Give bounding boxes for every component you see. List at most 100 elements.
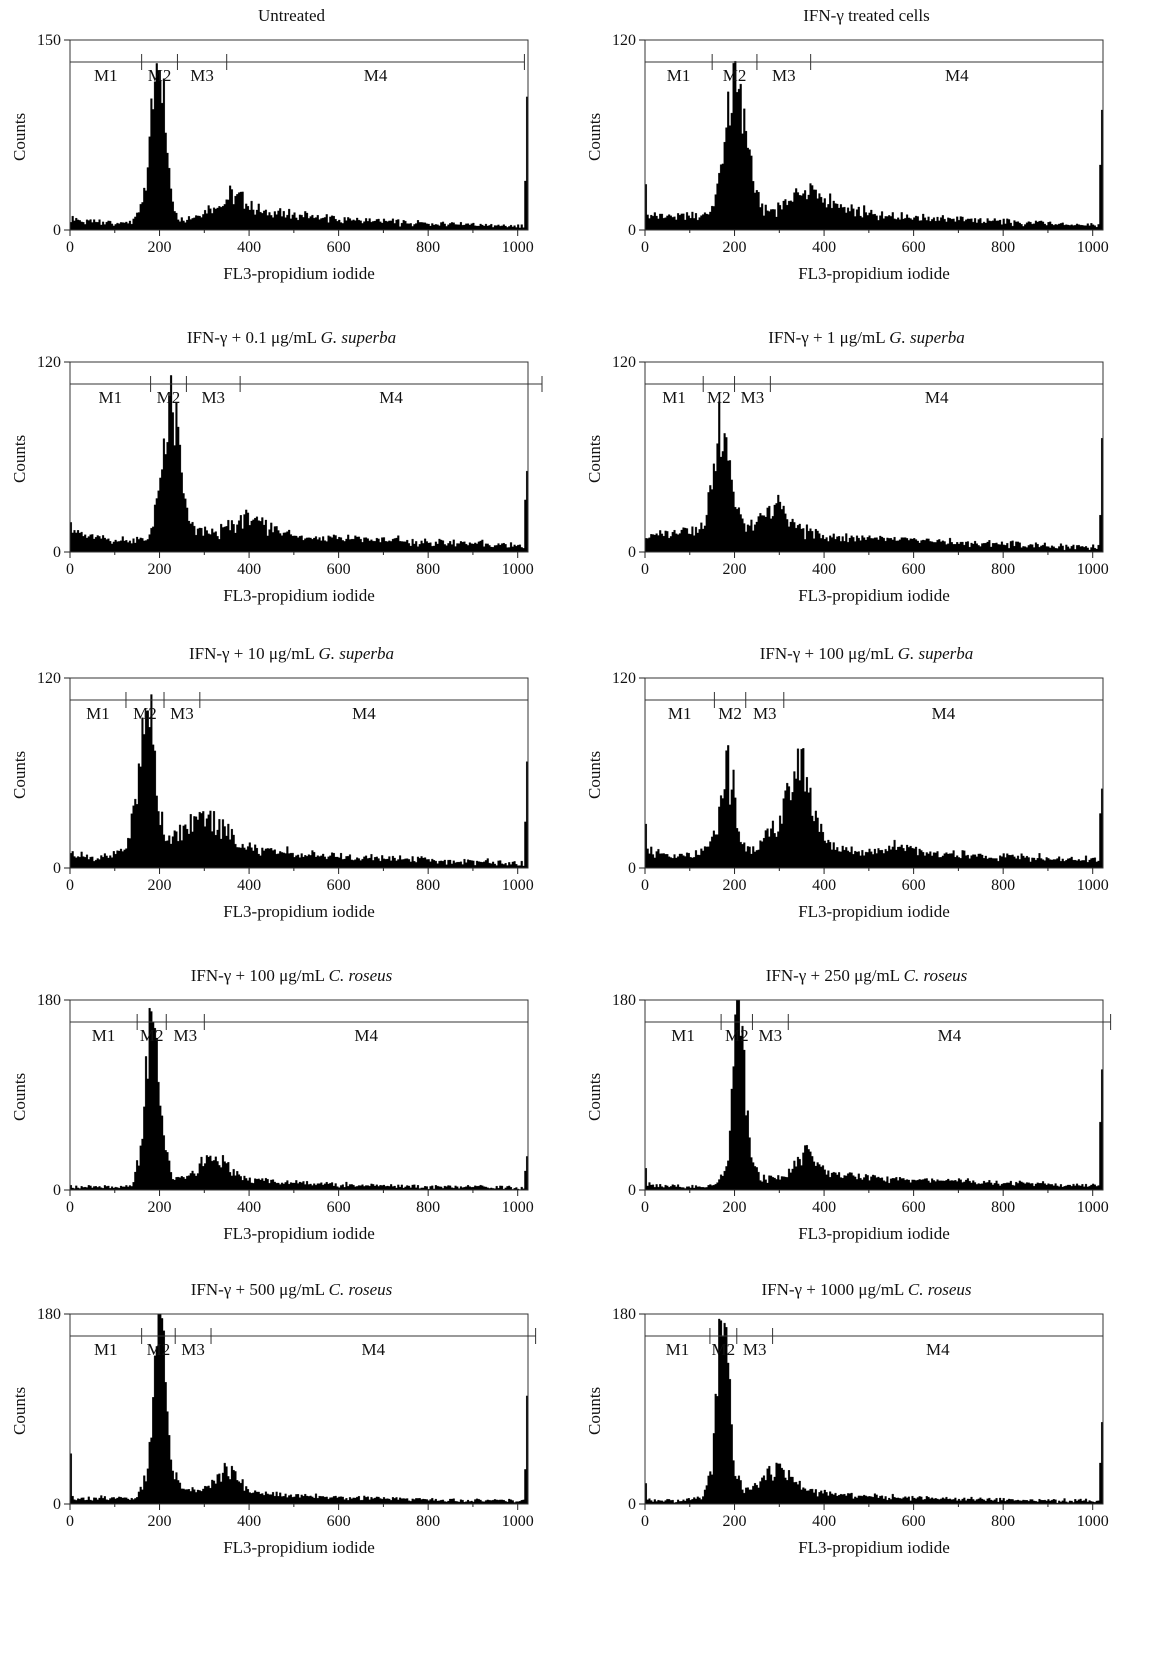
gate-label: M2 <box>725 1026 749 1045</box>
y-tick-label: 0 <box>53 1496 61 1513</box>
x-axis-label: FL3-propidium iodide <box>223 264 375 283</box>
histogram-bars <box>69 63 529 231</box>
x-tick-label: 200 <box>148 1199 172 1216</box>
y-tick-label: 0 <box>628 1182 636 1199</box>
y-tick-label: 120 <box>612 32 636 49</box>
x-tick-label: 200 <box>148 561 172 578</box>
x-tick-label: 200 <box>723 877 747 894</box>
histogram-bars <box>69 1313 529 1505</box>
histogram-bars <box>644 1318 1104 1505</box>
gate-label: M1 <box>94 1340 118 1359</box>
panel-title: IFN-γ + 500 μg/mL C. roseus <box>190 1280 393 1299</box>
x-tick-label: 0 <box>641 561 649 578</box>
histogram-panel: Untreated Counts FL3-propidium iodide 0 200 4… <box>0 0 583 330</box>
gate-label: M4 <box>925 388 949 407</box>
x-tick-label: 400 <box>237 1199 261 1216</box>
y-tick-label: 120 <box>612 670 636 687</box>
x-axis-label: FL3-propidium iodide <box>798 586 950 605</box>
plot-frame <box>644 677 1104 869</box>
x-tick-label: 200 <box>723 1513 747 1530</box>
panel-title: IFN-γ + 1 μg/mL G. superba <box>768 328 965 347</box>
x-tick-label: 600 <box>902 561 926 578</box>
x-tick-label: 1000 <box>502 561 534 578</box>
y-tick-label: 120 <box>37 670 61 687</box>
y-tick-label: 120 <box>37 354 61 371</box>
gate-label: M1 <box>86 704 110 723</box>
gate-label: M4 <box>352 704 376 723</box>
histogram-panel: IFN-γ + 500 μg/mL C. roseus Counts FL3-pro… <box>0 1274 583 1604</box>
x-tick-label: 400 <box>237 877 261 894</box>
x-tick-label: 0 <box>66 1199 74 1216</box>
x-tick-label: 600 <box>327 877 351 894</box>
gate-label: M4 <box>945 66 969 85</box>
x-tick-label: 1000 <box>502 239 534 256</box>
plot-frame <box>69 1313 529 1505</box>
x-tick-label: 400 <box>812 877 836 894</box>
x-axis-label: FL3-propidium iodide <box>223 1538 375 1557</box>
histogram-svg: 0 200 400 600 800 1000 0 120 M1 M2 M3 M4 <box>612 670 1109 894</box>
x-tick-label: 400 <box>812 561 836 578</box>
x-axis-label: FL3-propidium iodide <box>223 902 375 921</box>
panel-title: Untreated <box>257 6 326 25</box>
x-tick-label: 0 <box>66 877 74 894</box>
histogram-svg: 0 200 400 600 800 1000 0 120 M1 M2 M3 M4 <box>612 354 1109 578</box>
panel-title: IFN-γ + 250 μg/mL C. roseus <box>765 966 968 985</box>
x-tick-label: 0 <box>641 877 649 894</box>
y-tick-label: 150 <box>37 32 61 49</box>
gate-label: M2 <box>133 704 157 723</box>
histogram-svg: 0 200 400 600 800 1000 0 120 M1 M2 M3 M4 <box>612 32 1109 256</box>
histogram-svg: 0 200 400 600 800 1000 0 180 M1 M2 M3 M4 <box>612 992 1112 1216</box>
gate-label: M3 <box>759 1026 783 1045</box>
x-tick-label: 800 <box>416 1199 440 1216</box>
x-tick-label: 800 <box>991 239 1015 256</box>
x-tick-label: 400 <box>812 239 836 256</box>
x-tick-label: 400 <box>237 1513 261 1530</box>
gate-label: M3 <box>190 66 214 85</box>
x-tick-label: 800 <box>991 1199 1015 1216</box>
y-tick-label: 0 <box>628 1496 636 1513</box>
gate-label: M3 <box>772 66 796 85</box>
histogram-bars <box>644 401 1104 553</box>
y-tick-label: 0 <box>53 222 61 239</box>
histogram-svg: 0 200 400 600 800 1000 0 120 M1 M2 M3 M4 <box>37 670 534 894</box>
x-tick-label: 600 <box>327 561 351 578</box>
gate-label: M2 <box>148 66 172 85</box>
plot-frame <box>69 677 529 869</box>
y-tick-label: 0 <box>628 860 636 877</box>
gate-label: M4 <box>362 1340 386 1359</box>
y-tick-label: 0 <box>53 1182 61 1199</box>
x-tick-label: 600 <box>902 1513 926 1530</box>
histogram-bars <box>644 999 1104 1191</box>
panel-title: IFN-γ + 100 μg/mL C. roseus <box>190 966 393 985</box>
plot-frame <box>69 999 529 1191</box>
histogram-svg: 0 200 400 600 800 1000 0 180 M1 M2 M3 M4 <box>37 992 534 1216</box>
x-tick-label: 800 <box>416 1513 440 1530</box>
panel-title: IFN-γ + 100 μg/mL G. superba <box>759 644 974 663</box>
gate-label: M4 <box>379 388 403 407</box>
plot-frame <box>644 1313 1104 1505</box>
y-tick-label: 0 <box>628 222 636 239</box>
x-tick-label: 200 <box>723 239 747 256</box>
x-tick-label: 200 <box>723 561 747 578</box>
gate-label: M1 <box>98 388 122 407</box>
gate-label: M2 <box>723 66 747 85</box>
gate-label: M1 <box>92 1026 116 1045</box>
histogram-panel: IFN-γ + 100 μg/mL C. roseus Counts FL3-pro… <box>0 960 583 1290</box>
x-tick-label: 1000 <box>1077 1199 1109 1216</box>
plot-frame <box>644 39 1104 231</box>
gate-label: M1 <box>666 1340 690 1359</box>
plot-frame <box>644 361 1104 553</box>
x-tick-label: 400 <box>237 239 261 256</box>
x-tick-label: 1000 <box>502 1513 534 1530</box>
x-axis-label: FL3-propidium iodide <box>223 1224 375 1243</box>
histogram-bars <box>69 694 529 869</box>
gate-label: M3 <box>741 388 765 407</box>
gate-label: M3 <box>201 388 225 407</box>
gate-label: M2 <box>147 1340 171 1359</box>
gate-label: M4 <box>932 704 956 723</box>
y-tick-label: 120 <box>612 354 636 371</box>
gate-label: M2 <box>707 388 731 407</box>
x-tick-label: 800 <box>416 561 440 578</box>
x-tick-label: 800 <box>991 1513 1015 1530</box>
histogram-panel: IFN-γ + 1 μg/mL G. superba Counts FL3-prop… <box>575 322 1158 652</box>
